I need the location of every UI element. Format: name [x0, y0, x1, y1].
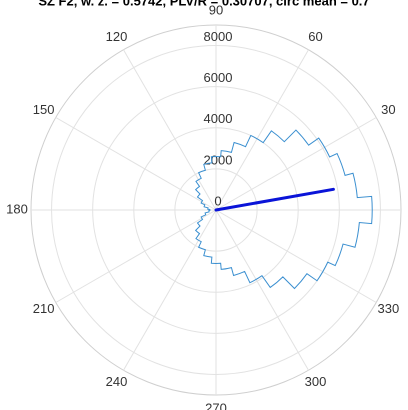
mean-vector — [214, 187, 335, 212]
ring — [133, 127, 299, 293]
r-tick-label: 8000 — [204, 29, 233, 44]
theta-tick-label: 300 — [305, 374, 327, 389]
spoke — [215, 117, 377, 211]
theta-tick-label: 60 — [308, 29, 322, 44]
theta-tick-label: 210 — [33, 301, 55, 316]
chart-title: SZ F2, w. z. = 0.5742, PLV/R = 0.30707, … — [38, 0, 369, 8]
theta-tick-label: 240 — [106, 374, 128, 389]
spoke — [55, 209, 217, 303]
spoke — [55, 117, 217, 211]
spoke — [123, 49, 217, 211]
theta-tick-label: 90 — [209, 2, 223, 17]
r-tick-label: 4000 — [204, 111, 233, 126]
r-tick-label: 6000 — [204, 70, 233, 85]
r-tick-label: 0 — [214, 193, 221, 208]
theta-tick-label: 120 — [106, 29, 128, 44]
spoke — [215, 209, 309, 371]
spoke — [215, 209, 377, 303]
r-tick-label: 2000 — [204, 152, 233, 167]
ring — [174, 168, 258, 252]
theta-tick-label: 180 — [6, 201, 28, 216]
theta-tick-label: 270 — [205, 400, 227, 410]
theta-tick-label: 30 — [381, 102, 395, 117]
spoke — [215, 49, 309, 211]
ring — [92, 86, 340, 334]
ring — [51, 45, 381, 375]
histogram-outline — [194, 129, 373, 290]
theta-tick-label: 330 — [377, 301, 399, 316]
theta-tick-label: 150 — [33, 102, 55, 117]
spoke — [123, 209, 217, 371]
